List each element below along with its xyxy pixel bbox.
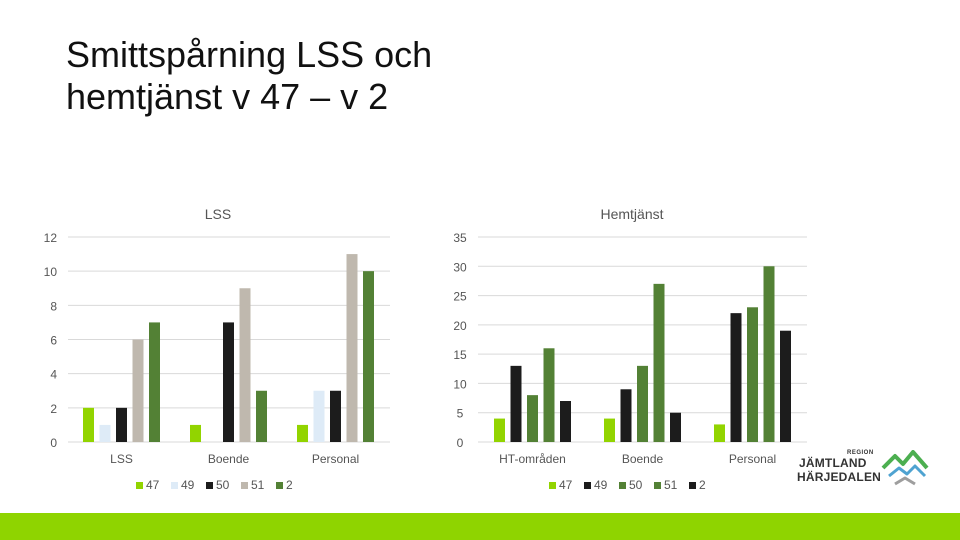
lss-legend-swatch-50 — [206, 482, 213, 489]
lss-legend-label-50: 50 — [216, 478, 230, 492]
hemtjanst-bar-ht-omr-den-49 — [510, 365, 522, 442]
lss-legend-label-2: 2 — [286, 478, 293, 492]
lss-y-tick-label: 2 — [50, 402, 57, 416]
hemtjanst-bar-personal-51 — [763, 266, 775, 442]
lss-y-tick-label: 6 — [50, 334, 57, 348]
lss-x-category-label: Personal — [312, 452, 359, 466]
hemtjanst-x-category-label: HT-områden — [499, 452, 566, 466]
lss-legend-label-47: 47 — [146, 478, 160, 492]
lss-bar-personal-2 — [363, 271, 374, 442]
hemtjanst-y-tick-label: 10 — [453, 377, 467, 391]
hemtjanst-legend-label-47: 47 — [559, 478, 573, 492]
hemtjanst-legend-swatch-47 — [549, 482, 556, 489]
lss-bar-boende-2 — [256, 390, 267, 442]
lss-y-tick-label: 4 — [50, 368, 57, 382]
lss-x-category-label: LSS — [110, 452, 133, 466]
hemtjanst-bar-personal-47 — [714, 424, 725, 442]
lss-bar-boende-51 — [239, 288, 251, 442]
lss-chart-title: LSS — [205, 206, 231, 222]
lss-bar-personal-49 — [313, 390, 325, 442]
slide-title: Smittspårning LSS och hemtjänst v 47 – v… — [66, 34, 666, 118]
lss-bar-boende-47 — [190, 424, 201, 442]
logo-name-line-2: HÄRJEDALEN — [797, 470, 882, 484]
hemtjanst-y-tick-label: 15 — [453, 348, 467, 362]
logo-name-line-1: JÄMTLAND — [799, 456, 867, 470]
hemtjanst-y-tick-label: 35 — [453, 231, 467, 245]
hemtjanst-bar-personal-50 — [747, 307, 758, 442]
hemtjanst-bar-personal-49 — [730, 313, 742, 442]
hemtjanst-legend-swatch-2 — [689, 482, 696, 489]
bottom-accent-bar — [0, 513, 960, 540]
hemtjanst-bar-boende-51 — [653, 283, 665, 442]
logo-region-text: REGION — [847, 450, 874, 456]
lss-x-category-label: Boende — [208, 452, 250, 466]
hemtjanst-bar-ht-omr-den-51 — [543, 348, 555, 442]
lss-y-tick-label: 8 — [50, 299, 57, 313]
hemtjanst-y-tick-label: 0 — [457, 436, 464, 450]
lss-legend-swatch-47 — [136, 482, 143, 489]
hemtjanst-legend-swatch-51 — [654, 482, 661, 489]
lss-legend-label-49: 49 — [181, 478, 195, 492]
slide-title-line-2: hemtjänst v 47 – v 2 — [66, 76, 389, 117]
lss-y-tick-label: 0 — [50, 436, 57, 450]
lss-bar-lss-47 — [83, 407, 94, 442]
hemtjanst-legend-label-2: 2 — [699, 478, 706, 492]
hemtjanst-legend-swatch-50 — [619, 482, 626, 489]
lss-bar-boende-50 — [223, 322, 234, 442]
lss-bar-lss-2 — [149, 322, 160, 442]
lss-bar-personal-50 — [330, 390, 341, 442]
lss-y-tick-label: 12 — [44, 231, 58, 245]
lss-bar-lss-51 — [132, 339, 144, 442]
slide-title-line-1: Smittspårning LSS och — [66, 34, 433, 75]
lss-legend-swatch-49 — [171, 482, 178, 489]
hemtjanst-bar-boende-2 — [670, 412, 681, 442]
lss-y-tick-label: 10 — [44, 265, 58, 279]
hemtjanst-chart-title: Hemtjänst — [600, 206, 663, 222]
lss-legend-swatch-2 — [276, 482, 283, 489]
lss-bar-lss-50 — [116, 407, 127, 442]
hemtjanst-chart: Hemtjänst 0 5 10 15 20 25 30 35 HT-områden Boende P… — [453, 206, 807, 492]
lss-bar-lss-49 — [99, 424, 111, 442]
region-logo: REGION JÄMTLAND HÄRJEDALEN — [795, 450, 935, 494]
lss-legend-swatch-51 — [241, 482, 248, 489]
hemtjanst-y-tick-label: 5 — [457, 407, 464, 421]
hemtjanst-y-tick-label: 30 — [453, 260, 467, 274]
lss-legend-label-51: 51 — [251, 478, 265, 492]
hemtjanst-bar-boende-49 — [620, 389, 632, 442]
lss-bar-personal-47 — [297, 424, 308, 442]
hemtjanst-legend-label-49: 49 — [594, 478, 608, 492]
hemtjanst-bar-personal-2 — [780, 330, 791, 442]
hemtjanst-bar-ht-omr-den-50 — [527, 395, 538, 442]
hemtjanst-bar-boende-47 — [604, 418, 615, 442]
hemtjanst-x-category-label: Boende — [622, 452, 664, 466]
hemtjanst-x-category-label: Personal — [729, 452, 776, 466]
hemtjanst-legend-swatch-49 — [584, 482, 591, 489]
mountain-icon — [881, 450, 929, 486]
lss-chart: LSS 0 2 4 6 8 10 12 LSS Boende Personal 47 49 50 51 2 — [44, 206, 390, 492]
hemtjanst-y-tick-label: 20 — [453, 319, 467, 333]
hemtjanst-bar-ht-omr-den-47 — [494, 418, 505, 442]
hemtjanst-legend-label-51: 51 — [664, 478, 678, 492]
lss-bar-personal-51 — [346, 254, 358, 442]
hemtjanst-legend-label-50: 50 — [629, 478, 643, 492]
hemtjanst-bar-boende-50 — [637, 365, 648, 442]
hemtjanst-y-tick-label: 25 — [453, 290, 467, 304]
hemtjanst-bar-ht-omr-den-2 — [560, 401, 571, 442]
